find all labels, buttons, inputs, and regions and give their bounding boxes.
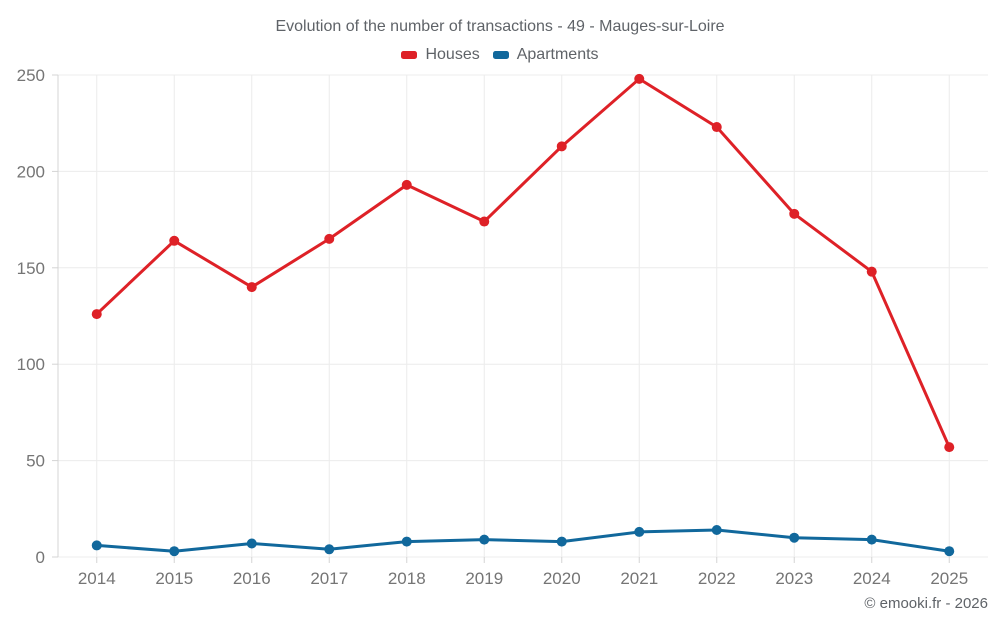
x-tick-label-2015: 2015 bbox=[155, 569, 193, 588]
houses-point-2020[interactable] bbox=[556, 141, 567, 152]
houses-legend-swatch-icon bbox=[401, 51, 418, 59]
houses-point-2023[interactable] bbox=[789, 208, 800, 219]
houses-point-2017[interactable] bbox=[324, 233, 335, 244]
houses-point-2021[interactable] bbox=[634, 73, 645, 84]
x-tick-label-2022: 2022 bbox=[698, 569, 736, 588]
x-tick-label-2019: 2019 bbox=[465, 569, 503, 588]
houses-point-2016[interactable] bbox=[246, 282, 257, 293]
y-tick-label-250: 250 bbox=[17, 66, 45, 85]
apartments-point-2023[interactable] bbox=[789, 532, 800, 543]
x-tick-label-2020: 2020 bbox=[543, 569, 581, 588]
y-tick-label-200: 200 bbox=[17, 162, 45, 181]
y-tick-label-150: 150 bbox=[17, 259, 45, 278]
y-tick-label-0: 0 bbox=[36, 548, 45, 567]
apartments-line bbox=[95, 528, 951, 553]
houses-point-2015[interactable] bbox=[169, 235, 180, 246]
x-tick-label-2021: 2021 bbox=[620, 569, 658, 588]
houses-line bbox=[95, 77, 951, 449]
y-tick-label-100: 100 bbox=[17, 355, 45, 374]
apartments-point-2024[interactable] bbox=[866, 534, 877, 545]
apartments-point-2017[interactable] bbox=[324, 544, 335, 555]
apartments-point-2016[interactable] bbox=[246, 538, 257, 549]
legend-item-houses[interactable]: Houses bbox=[401, 46, 480, 64]
copyright-footer: © emooki.fr - 2026 bbox=[864, 595, 988, 612]
houses-point-2025[interactable] bbox=[944, 442, 955, 453]
apartments-point-2020[interactable] bbox=[556, 536, 567, 547]
chart-legend: Houses Apartments bbox=[0, 46, 1000, 64]
apartments-legend-swatch-icon bbox=[492, 51, 509, 59]
houses-point-2022[interactable] bbox=[711, 122, 722, 133]
houses-legend-label: Houses bbox=[425, 46, 480, 63]
apartments-point-2014[interactable] bbox=[91, 540, 102, 551]
apartments-legend-label: Apartments bbox=[516, 46, 599, 63]
apartments-point-2015[interactable] bbox=[169, 546, 180, 557]
apartments-point-2025[interactable] bbox=[944, 546, 955, 557]
x-tick-label-2016: 2016 bbox=[233, 569, 271, 588]
x-tick-label-2014: 2014 bbox=[78, 569, 116, 588]
apartments-point-2021[interactable] bbox=[634, 526, 645, 537]
x-tick-label-2017: 2017 bbox=[310, 569, 348, 588]
houses-point-2019[interactable] bbox=[479, 216, 490, 227]
y-tick-label-50: 50 bbox=[26, 452, 45, 471]
apartments-point-2018[interactable] bbox=[401, 536, 412, 547]
apartments-point-2019[interactable] bbox=[479, 534, 490, 545]
x-tick-label-2023: 2023 bbox=[775, 569, 813, 588]
houses-point-2024[interactable] bbox=[866, 266, 877, 277]
apartments-point-2022[interactable] bbox=[711, 525, 722, 536]
houses-point-2014[interactable] bbox=[91, 309, 102, 320]
chart-title: Evolution of the number of transactions … bbox=[275, 18, 725, 35]
legend-item-apartments[interactable]: Apartments bbox=[492, 46, 599, 64]
x-tick-label-2018: 2018 bbox=[388, 569, 426, 588]
x-tick-label-2024: 2024 bbox=[853, 569, 891, 588]
houses-point-2018[interactable] bbox=[401, 179, 412, 190]
x-tick-label-2025: 2025 bbox=[930, 569, 968, 588]
